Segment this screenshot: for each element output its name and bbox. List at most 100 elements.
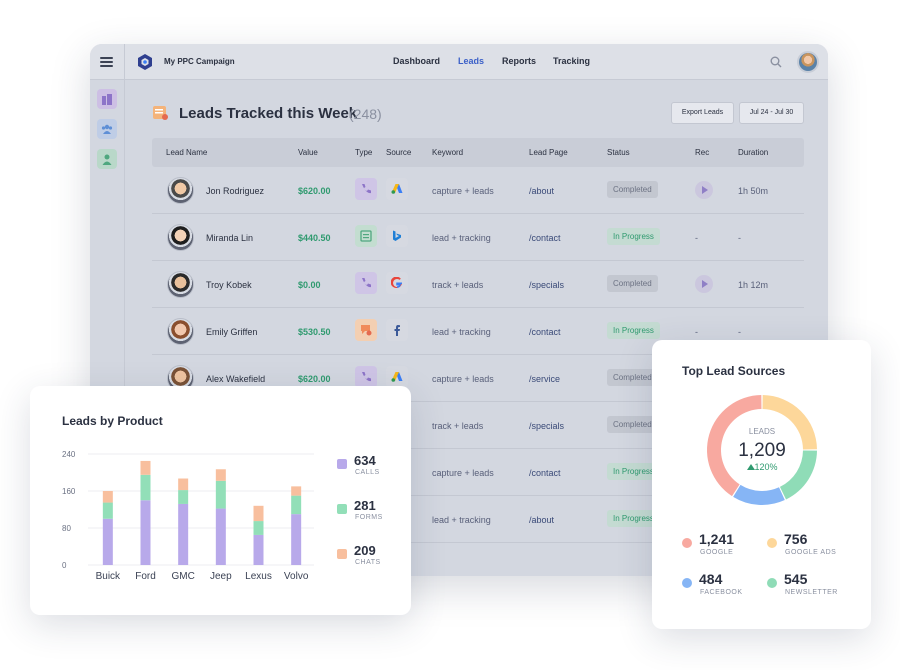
sidebar-item-users[interactable] — [97, 119, 117, 139]
lead-avatar — [167, 224, 194, 251]
lead-duration: 1h 50m — [738, 186, 769, 196]
lead-name[interactable]: Troy Kobek — [206, 280, 252, 290]
page-title: Leads Tracked this Week — [179, 105, 358, 122]
status-badge: In Progress — [607, 322, 660, 339]
logo-icon — [138, 54, 152, 70]
bar-chats-ford[interactable] — [140, 460, 151, 475]
play-recording-icon[interactable] — [695, 181, 713, 199]
sidebar-item-buildings[interactable] — [97, 89, 117, 109]
source-value: 545 — [784, 571, 808, 587]
donut-center-change: 120% — [754, 462, 777, 472]
nav-tracking[interactable]: Tracking — [553, 56, 591, 66]
source-label: NEWSLETTER — [785, 589, 838, 596]
bar-forms-volvo[interactable] — [291, 495, 302, 515]
sidebar-divider — [124, 44, 125, 576]
x-tick-label: Volvo — [284, 571, 309, 582]
col-value[interactable]: Value — [298, 148, 318, 157]
col-lead-name[interactable]: Lead Name — [166, 148, 208, 157]
legend-value: 634 — [354, 453, 376, 468]
lead-value: $530.50 — [298, 327, 331, 337]
legend-swatch — [337, 549, 347, 559]
source-label: GOOGLE — [700, 549, 734, 556]
leads-count: (248) — [349, 106, 382, 122]
nav-dashboard[interactable]: Dashboard — [393, 56, 441, 66]
search-icon[interactable] — [770, 56, 782, 68]
lead-name[interactable]: Miranda Lin — [206, 233, 254, 243]
status-badge: In Progress — [607, 463, 660, 480]
bar-calls-buick[interactable] — [102, 518, 113, 565]
google-icon — [386, 272, 408, 294]
bar-forms-ford[interactable] — [140, 474, 151, 501]
legend-value: 281 — [354, 498, 376, 513]
form-icon — [355, 225, 377, 247]
lead-page-link[interactable]: /service — [529, 374, 561, 384]
table-row[interactable]: track + leads/specials Completed — [152, 402, 804, 449]
lead-page-link[interactable]: /contact — [529, 468, 561, 478]
lead-keyword: lead + tracking — [432, 327, 491, 337]
top-bar: My PPC Campaign Dashboard Leads Reports … — [90, 44, 828, 80]
bar-chats-volvo[interactable] — [291, 486, 302, 496]
bar-chats-jeep[interactable] — [215, 469, 226, 481]
play-recording-icon[interactable] — [695, 275, 713, 293]
bar-forms-jeep[interactable] — [215, 480, 226, 509]
menu-icon[interactable] — [100, 57, 113, 67]
table-row[interactable]: Alex Wakefield $620.00 capture + leads/ser… — [152, 355, 804, 402]
donut-slice-google-ads[interactable] — [762, 395, 817, 450]
lead-name[interactable]: Jon Rodriguez — [206, 186, 265, 196]
status-badge: Completed — [607, 181, 658, 198]
facebook-icon — [386, 319, 408, 341]
col-lead-page[interactable]: Lead Page — [529, 148, 568, 157]
col-source[interactable]: Source — [386, 148, 412, 157]
bar-calls-ford[interactable] — [140, 500, 151, 565]
bar-chats-gmc[interactable] — [178, 478, 189, 491]
x-tick-label: Lexus — [245, 571, 272, 582]
table-row[interactable]: Miranda Lin $440.50 lead + tracking/contac… — [152, 214, 804, 261]
nav-leads[interactable]: Leads — [458, 56, 485, 66]
table-row[interactable]: Emily Griffen $530.50 lead + tracking/cont… — [152, 308, 804, 355]
bar-calls-lexus[interactable] — [253, 534, 264, 565]
legend-swatch — [337, 459, 347, 469]
table-row[interactable]: Jon Rodriguez $620.00 capture + leads/abou… — [152, 167, 804, 214]
table-row[interactable]: Troy Kobek $0.00 track + leads/specials Com… — [152, 261, 804, 308]
bar-calls-jeep[interactable] — [215, 508, 226, 565]
lead-page-link[interactable]: /contact — [529, 327, 561, 337]
col-status[interactable]: Status — [607, 148, 630, 157]
donut-slice-google[interactable] — [707, 395, 762, 497]
donut-slice-facebook[interactable] — [733, 484, 785, 505]
lead-page-link[interactable]: /contact — [529, 233, 561, 243]
bar-calls-volvo[interactable] — [291, 514, 302, 565]
bar-forms-lexus[interactable] — [253, 521, 264, 535]
lead-page-link[interactable]: /about — [529, 515, 555, 525]
table-row[interactable]: capture + leads/contact In Progress — [152, 449, 804, 496]
nav-reports[interactable]: Reports — [502, 56, 537, 66]
bar-calls-gmc[interactable] — [178, 503, 189, 565]
date-range-button[interactable]: Jul 24 - Jul 30 — [739, 102, 804, 124]
sources-card-title: Top Lead Sources — [682, 364, 786, 378]
col-type[interactable]: Type — [355, 148, 373, 157]
sidebar-item-profile[interactable] — [97, 149, 117, 169]
lead-page-link[interactable]: /about — [529, 186, 555, 196]
lead-page-link[interactable]: /specials — [529, 421, 565, 431]
source-value: 1,241 — [699, 531, 735, 547]
bar-forms-gmc[interactable] — [178, 490, 189, 504]
col-keyword[interactable]: Keyword — [432, 148, 464, 157]
lead-page-link[interactable]: /specials — [529, 280, 565, 290]
col-rec[interactable]: Rec — [695, 148, 710, 157]
lead-avatar — [167, 271, 194, 298]
x-tick-label: Buick — [96, 571, 121, 582]
bar-chats-lexus[interactable] — [253, 505, 264, 522]
y-tick-label: 240 — [62, 450, 76, 459]
lead-name[interactable]: Emily Griffen — [206, 327, 258, 337]
bar-forms-buick[interactable] — [102, 502, 113, 519]
lead-name[interactable]: Alex Wakefield — [206, 374, 266, 384]
table-row[interactable]: lead + tracking/about In Progress — [152, 496, 804, 543]
user-avatar[interactable] — [797, 51, 819, 73]
col-duration[interactable]: Duration — [738, 148, 769, 157]
bar-chats-buick[interactable] — [102, 491, 113, 503]
export-leads-button[interactable]: Export Leads — [671, 102, 734, 124]
status-badge: Completed — [607, 369, 658, 386]
lead-avatar — [167, 318, 194, 345]
lead-duration: - — [738, 327, 741, 337]
donut-slice-newsletter[interactable] — [779, 450, 817, 500]
leads-tracked-icon — [153, 106, 168, 120]
